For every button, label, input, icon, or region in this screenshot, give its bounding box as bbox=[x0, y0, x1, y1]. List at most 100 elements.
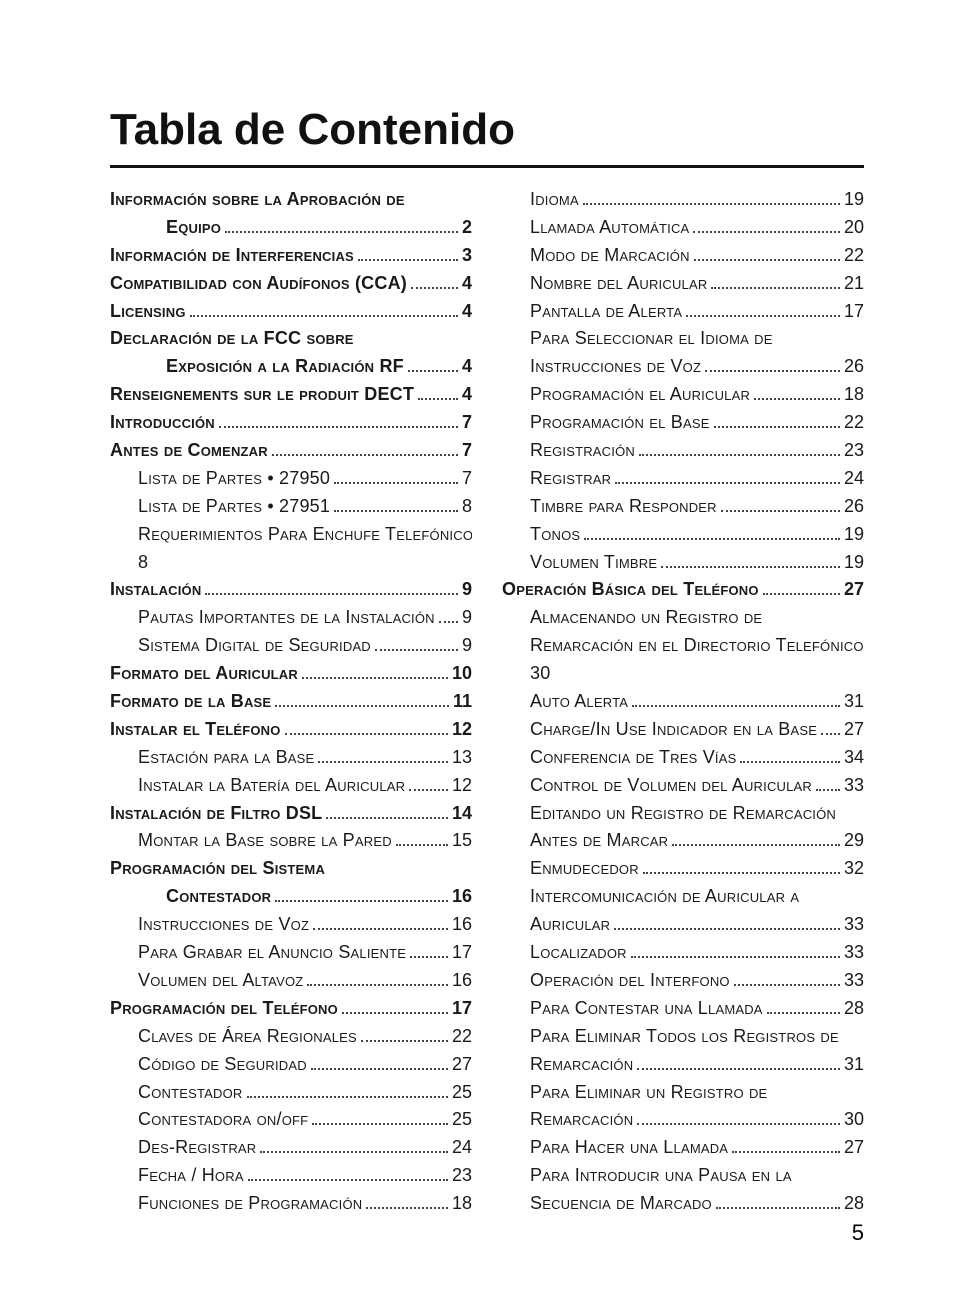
toc-entry-label: Instalación de Filtro DSL bbox=[110, 800, 322, 828]
toc-entry: Renseignements sur le produit DECT4 bbox=[110, 381, 472, 409]
toc-entry: Auto Alerta31 bbox=[502, 688, 864, 716]
toc-entry: Instalación de Filtro DSL14 bbox=[110, 800, 472, 828]
toc-entry-page: 28 bbox=[844, 1190, 864, 1218]
toc-leader bbox=[740, 761, 840, 763]
toc-entry-page: 24 bbox=[452, 1134, 472, 1162]
toc-entry-page: 4 bbox=[462, 381, 472, 409]
toc-entry: Exposición a la Radiación RF4 bbox=[110, 353, 472, 381]
toc-entry-page: 27 bbox=[452, 1051, 472, 1079]
toc-entry-page: 33 bbox=[844, 772, 864, 800]
toc-entry-label: Instrucciones de Voz bbox=[138, 911, 309, 939]
toc-leader bbox=[366, 1207, 448, 1209]
toc-entry: Timbre para Responder26 bbox=[502, 493, 864, 521]
document-page: Tabla de Contenido Información sobre la … bbox=[0, 0, 954, 1301]
toc-entry-page: 18 bbox=[452, 1190, 472, 1218]
toc-entry-page: 25 bbox=[452, 1106, 472, 1134]
toc-entry-label: Idioma bbox=[530, 186, 579, 214]
toc-entry: Formato del Auricular10 bbox=[110, 660, 472, 688]
toc-entry-page: 16 bbox=[452, 883, 472, 911]
toc-entry-label: Instalación bbox=[110, 576, 201, 604]
toc-leader bbox=[767, 1012, 840, 1014]
toc-entry: Montar la Base sobre la Pared15 bbox=[110, 827, 472, 855]
toc-entry: Programación el Base22 bbox=[502, 409, 864, 437]
toc-entry: Des-Registrar 24 bbox=[110, 1134, 472, 1162]
toc-entry: Pantalla de Alerta17 bbox=[502, 298, 864, 326]
toc-leader bbox=[248, 1179, 448, 1181]
toc-entry-page: 20 bbox=[844, 214, 864, 242]
toc-entry-page: 34 bbox=[844, 744, 864, 772]
toc-leader bbox=[190, 315, 458, 317]
toc-entry: Para Eliminar Todos los Registros de bbox=[502, 1023, 864, 1051]
toc-leader bbox=[275, 900, 448, 902]
toc-leader bbox=[272, 454, 458, 456]
toc-leader bbox=[614, 928, 840, 930]
toc-leader bbox=[711, 287, 840, 289]
toc-entry-page: 33 bbox=[844, 911, 864, 939]
toc-entry-label: Remarcación en el Directorio Telefónico. bbox=[530, 632, 864, 660]
toc-entry-label: Información de Interferencias bbox=[110, 242, 354, 270]
toc-entry-page: 19 bbox=[844, 186, 864, 214]
toc-entry-page: 8 bbox=[462, 493, 472, 521]
toc-leader bbox=[732, 1151, 840, 1153]
toc-entry-page: 4 bbox=[462, 353, 472, 381]
toc-leader bbox=[313, 928, 448, 930]
toc-leader bbox=[285, 733, 448, 735]
toc-entry: Fecha / Hora23 bbox=[110, 1162, 472, 1190]
toc-entry: Intercomunicación de Auricular a bbox=[502, 883, 864, 911]
toc-entry-page: 22 bbox=[844, 242, 864, 270]
toc-entry-label: Secuencia de Marcado bbox=[530, 1190, 712, 1218]
toc-entry-page: 13 bbox=[452, 744, 472, 772]
toc-entry-label: Volumen Timbre bbox=[530, 549, 657, 577]
toc-entry-label: Declaración de la FCC sobre bbox=[110, 325, 354, 353]
toc-entry: Formato de la Base11 bbox=[110, 688, 472, 716]
toc-entry-label: Auricular bbox=[530, 911, 610, 939]
toc-entry-label: Compatibilidad con Audífonos (CCA) bbox=[110, 270, 407, 298]
toc-entry-label: 8 bbox=[138, 549, 148, 577]
toc-entry-page: 4 bbox=[462, 298, 472, 326]
toc-entry: Introducción7 bbox=[110, 409, 472, 437]
toc-entry-label: Llamada Automática bbox=[530, 214, 689, 242]
toc-leader bbox=[643, 872, 840, 874]
toc-entry: Conferencia de Tres Vías34 bbox=[502, 744, 864, 772]
toc-entry-page: 26 bbox=[844, 493, 864, 521]
toc-entry-label: Lista de Partes • 27950 bbox=[138, 465, 330, 493]
toc-leader bbox=[615, 482, 840, 484]
toc-entry-page: 9 bbox=[462, 576, 472, 604]
toc-entry-label: Des-Registrar bbox=[138, 1134, 256, 1162]
toc-leader bbox=[334, 510, 458, 512]
toc-entry: Antes de Comenzar7 bbox=[110, 437, 472, 465]
toc-entry: Operación del Interfono33 bbox=[502, 967, 864, 995]
toc-entry: Localizador33 bbox=[502, 939, 864, 967]
toc-entry: Claves de Área Regionales22 bbox=[110, 1023, 472, 1051]
toc-entry: Licensing4 bbox=[110, 298, 472, 326]
toc-entry: Control de Volumen del Auricular33 bbox=[502, 772, 864, 800]
toc-leader bbox=[686, 315, 840, 317]
toc-entry: Idioma 19 bbox=[502, 186, 864, 214]
toc-entry: Lista de Partes • 279507 bbox=[110, 465, 472, 493]
toc-leader bbox=[219, 426, 458, 428]
toc-columns: Información sobre la Aprobación deEquipo… bbox=[110, 186, 864, 1218]
toc-leader bbox=[326, 817, 448, 819]
toc-entry-label: Contestadora on/off bbox=[138, 1106, 308, 1134]
toc-entry: Contestador16 bbox=[110, 883, 472, 911]
toc-leader bbox=[334, 482, 458, 484]
toc-column-left: Información sobre la Aprobación deEquipo… bbox=[110, 186, 472, 1218]
toc-leader bbox=[247, 1096, 448, 1098]
toc-entry-page: 24 bbox=[844, 465, 864, 493]
toc-entry-page: 12 bbox=[452, 772, 472, 800]
toc-entry-label: 30 bbox=[530, 660, 550, 688]
toc-entry-page: 11 bbox=[453, 688, 472, 716]
toc-entry-label: Equipo bbox=[166, 214, 221, 242]
toc-entry-page: 31 bbox=[844, 1051, 864, 1079]
toc-leader bbox=[418, 398, 458, 400]
toc-entry-label: Formato del Auricular bbox=[110, 660, 298, 688]
toc-entry: Para Hacer una Llamada27 bbox=[502, 1134, 864, 1162]
toc-leader bbox=[714, 426, 840, 428]
toc-entry: Para Seleccionar el Idioma de bbox=[502, 325, 864, 353]
toc-leader bbox=[584, 538, 840, 540]
toc-entry-page: 32 bbox=[844, 855, 864, 883]
toc-entry-page: 26 bbox=[844, 353, 864, 381]
toc-leader bbox=[632, 705, 840, 707]
toc-entry-label: Estación para la Base bbox=[138, 744, 314, 772]
toc-entry-page: 33 bbox=[844, 967, 864, 995]
